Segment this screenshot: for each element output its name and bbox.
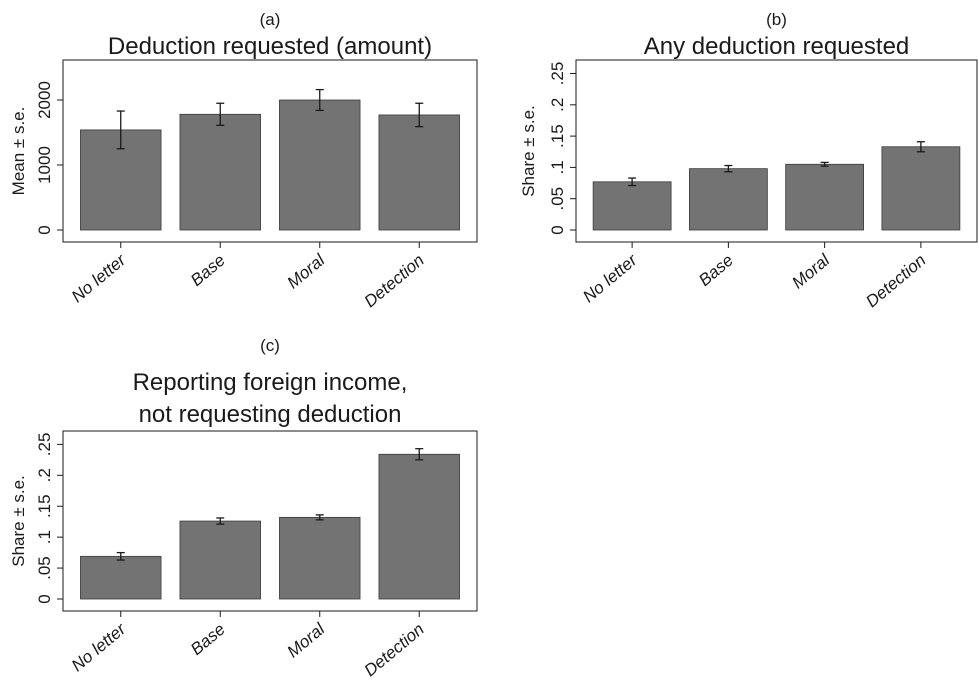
y-tick-label: 0 [35,225,54,234]
bar [881,146,961,231]
bar [378,453,460,600]
y-axis-label: Share ± s.e. [519,105,538,197]
x-tick-label: No letter [68,250,130,307]
panel-a: (a) Deduction requested (amount) 0 1000 2000… [9,10,478,312]
y-tick-label: .2 [548,98,567,112]
panel-b: (b) Any deduction requested 0 .05 .1 .15 .2 .25… [519,10,978,312]
panel-label: (a) [260,10,281,29]
plot-frame [62,59,478,243]
bar [785,163,865,231]
bar [80,555,162,600]
x-tick-label: Moral [284,619,330,662]
bar [279,99,361,231]
y-tick-label: .05 [35,556,54,580]
plot-frame [575,59,978,243]
bar [592,181,672,231]
y-tick-label: .15 [35,494,54,518]
y-tick-label: 0 [35,594,54,603]
x-tick-label: Detection [361,251,428,312]
chart-title: Deduction requested (amount) [108,33,432,60]
x-tick-label: Detection [862,251,929,312]
chart-title: Any deduction requested [644,33,910,60]
y-tick-label: 2000 [35,81,54,119]
y-tick-label: .15 [548,124,567,148]
bar [378,114,460,231]
y-tick-label: .1 [548,160,567,174]
y-tick-label: 0 [548,225,567,234]
x-tick-label: Moral [284,250,330,293]
plot-frame [62,430,478,612]
x-tick-label: No letter [579,250,641,307]
x-tick-label: No letter [68,619,130,676]
y-tick-label: .25 [548,62,567,86]
panel-label: (c) [260,336,280,355]
bar [179,520,261,600]
chart-title-line: not requesting deduction [139,401,402,428]
chart-title-line: Reporting foreign income, [133,369,408,396]
bar [179,113,261,231]
x-tick-label: Base [187,620,229,659]
y-tick-label: 1000 [35,146,54,184]
bar [688,168,768,231]
y-tick-label: .25 [35,433,54,457]
bar [279,516,361,600]
y-tick-label: .2 [35,468,54,482]
x-tick-label: Base [695,251,737,290]
y-axis-label: Mean ± s.e. [9,107,28,196]
x-tick-label: Moral [788,250,834,293]
y-axis-label: Share ± s.e. [9,475,28,567]
panel-label: (b) [766,10,787,29]
y-tick-label: .05 [548,187,567,211]
x-tick-label: Detection [361,620,428,681]
x-tick-label: Base [187,251,229,290]
panel-c: (c) Reporting foreign income, not requesti… [9,336,478,681]
y-tick-label: .1 [35,530,54,544]
